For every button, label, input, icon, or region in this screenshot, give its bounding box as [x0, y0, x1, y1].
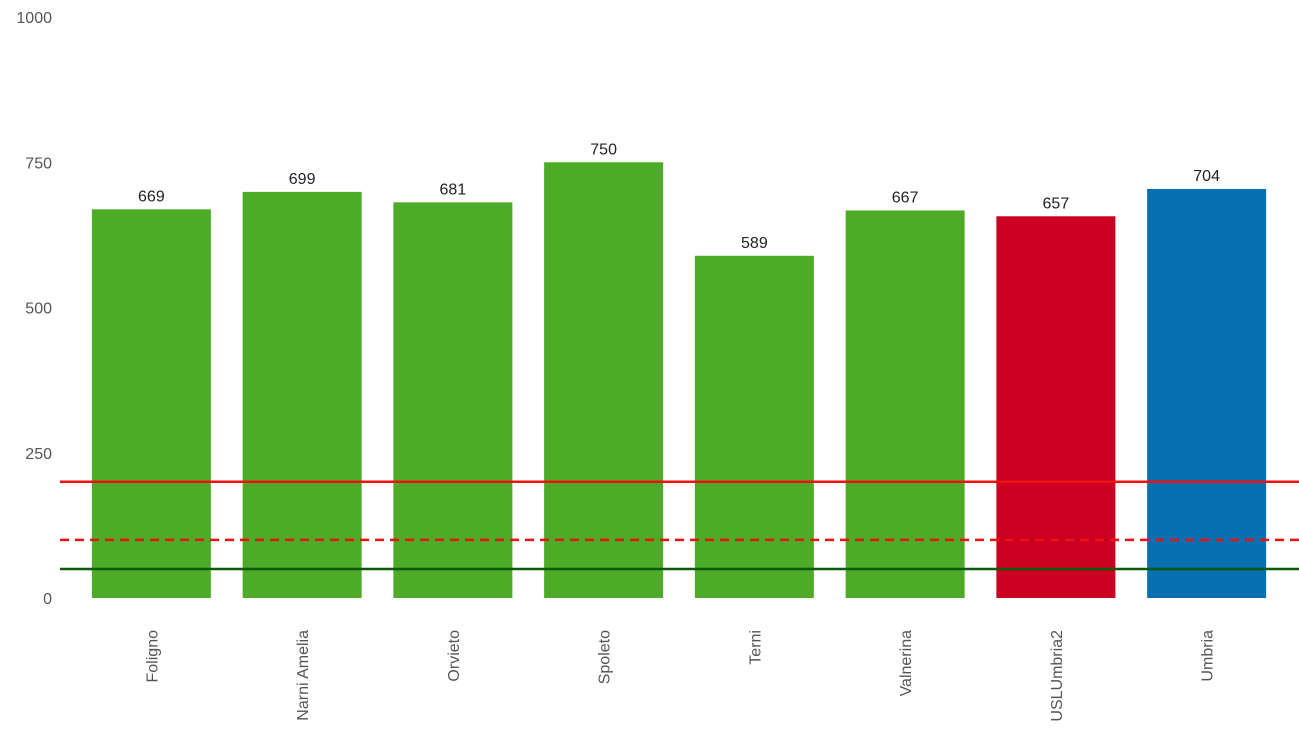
x-tick-label: Orvieto: [446, 630, 463, 682]
bar: [91, 209, 211, 598]
y-tick-label: 500: [25, 301, 52, 318]
value-label: 750: [590, 141, 617, 158]
value-label: 704: [1193, 168, 1220, 185]
bar: [242, 191, 362, 599]
x-tick-label: Foligno: [144, 630, 161, 683]
x-tick-label: Valnerina: [898, 630, 915, 697]
y-tick-label: 750: [25, 155, 52, 172]
value-label: 589: [741, 235, 768, 252]
y-tick-label: 1000: [16, 10, 52, 27]
x-tick-label: Narni Amelia: [295, 630, 312, 721]
bar: [393, 202, 513, 599]
bar: [694, 255, 814, 598]
x-tick-label: Terni: [747, 630, 764, 665]
value-label: 699: [289, 171, 316, 188]
bar: [845, 210, 965, 598]
y-tick-label: 250: [25, 446, 52, 463]
value-label: 667: [892, 189, 919, 206]
x-tick-label: USLUmbria2: [1049, 630, 1066, 722]
y-tick-label: 0: [43, 591, 52, 608]
bar: [544, 162, 664, 598]
value-label: 657: [1043, 195, 1070, 212]
x-tick-label: Umbria: [1200, 630, 1217, 682]
value-label: 669: [138, 188, 165, 205]
x-tick-label: Spoleto: [597, 630, 614, 684]
bar: [996, 216, 1116, 598]
bar: [1147, 188, 1267, 598]
value-label: 681: [440, 181, 467, 198]
